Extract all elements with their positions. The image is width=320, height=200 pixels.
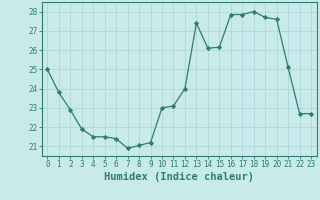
X-axis label: Humidex (Indice chaleur): Humidex (Indice chaleur) <box>104 172 254 182</box>
